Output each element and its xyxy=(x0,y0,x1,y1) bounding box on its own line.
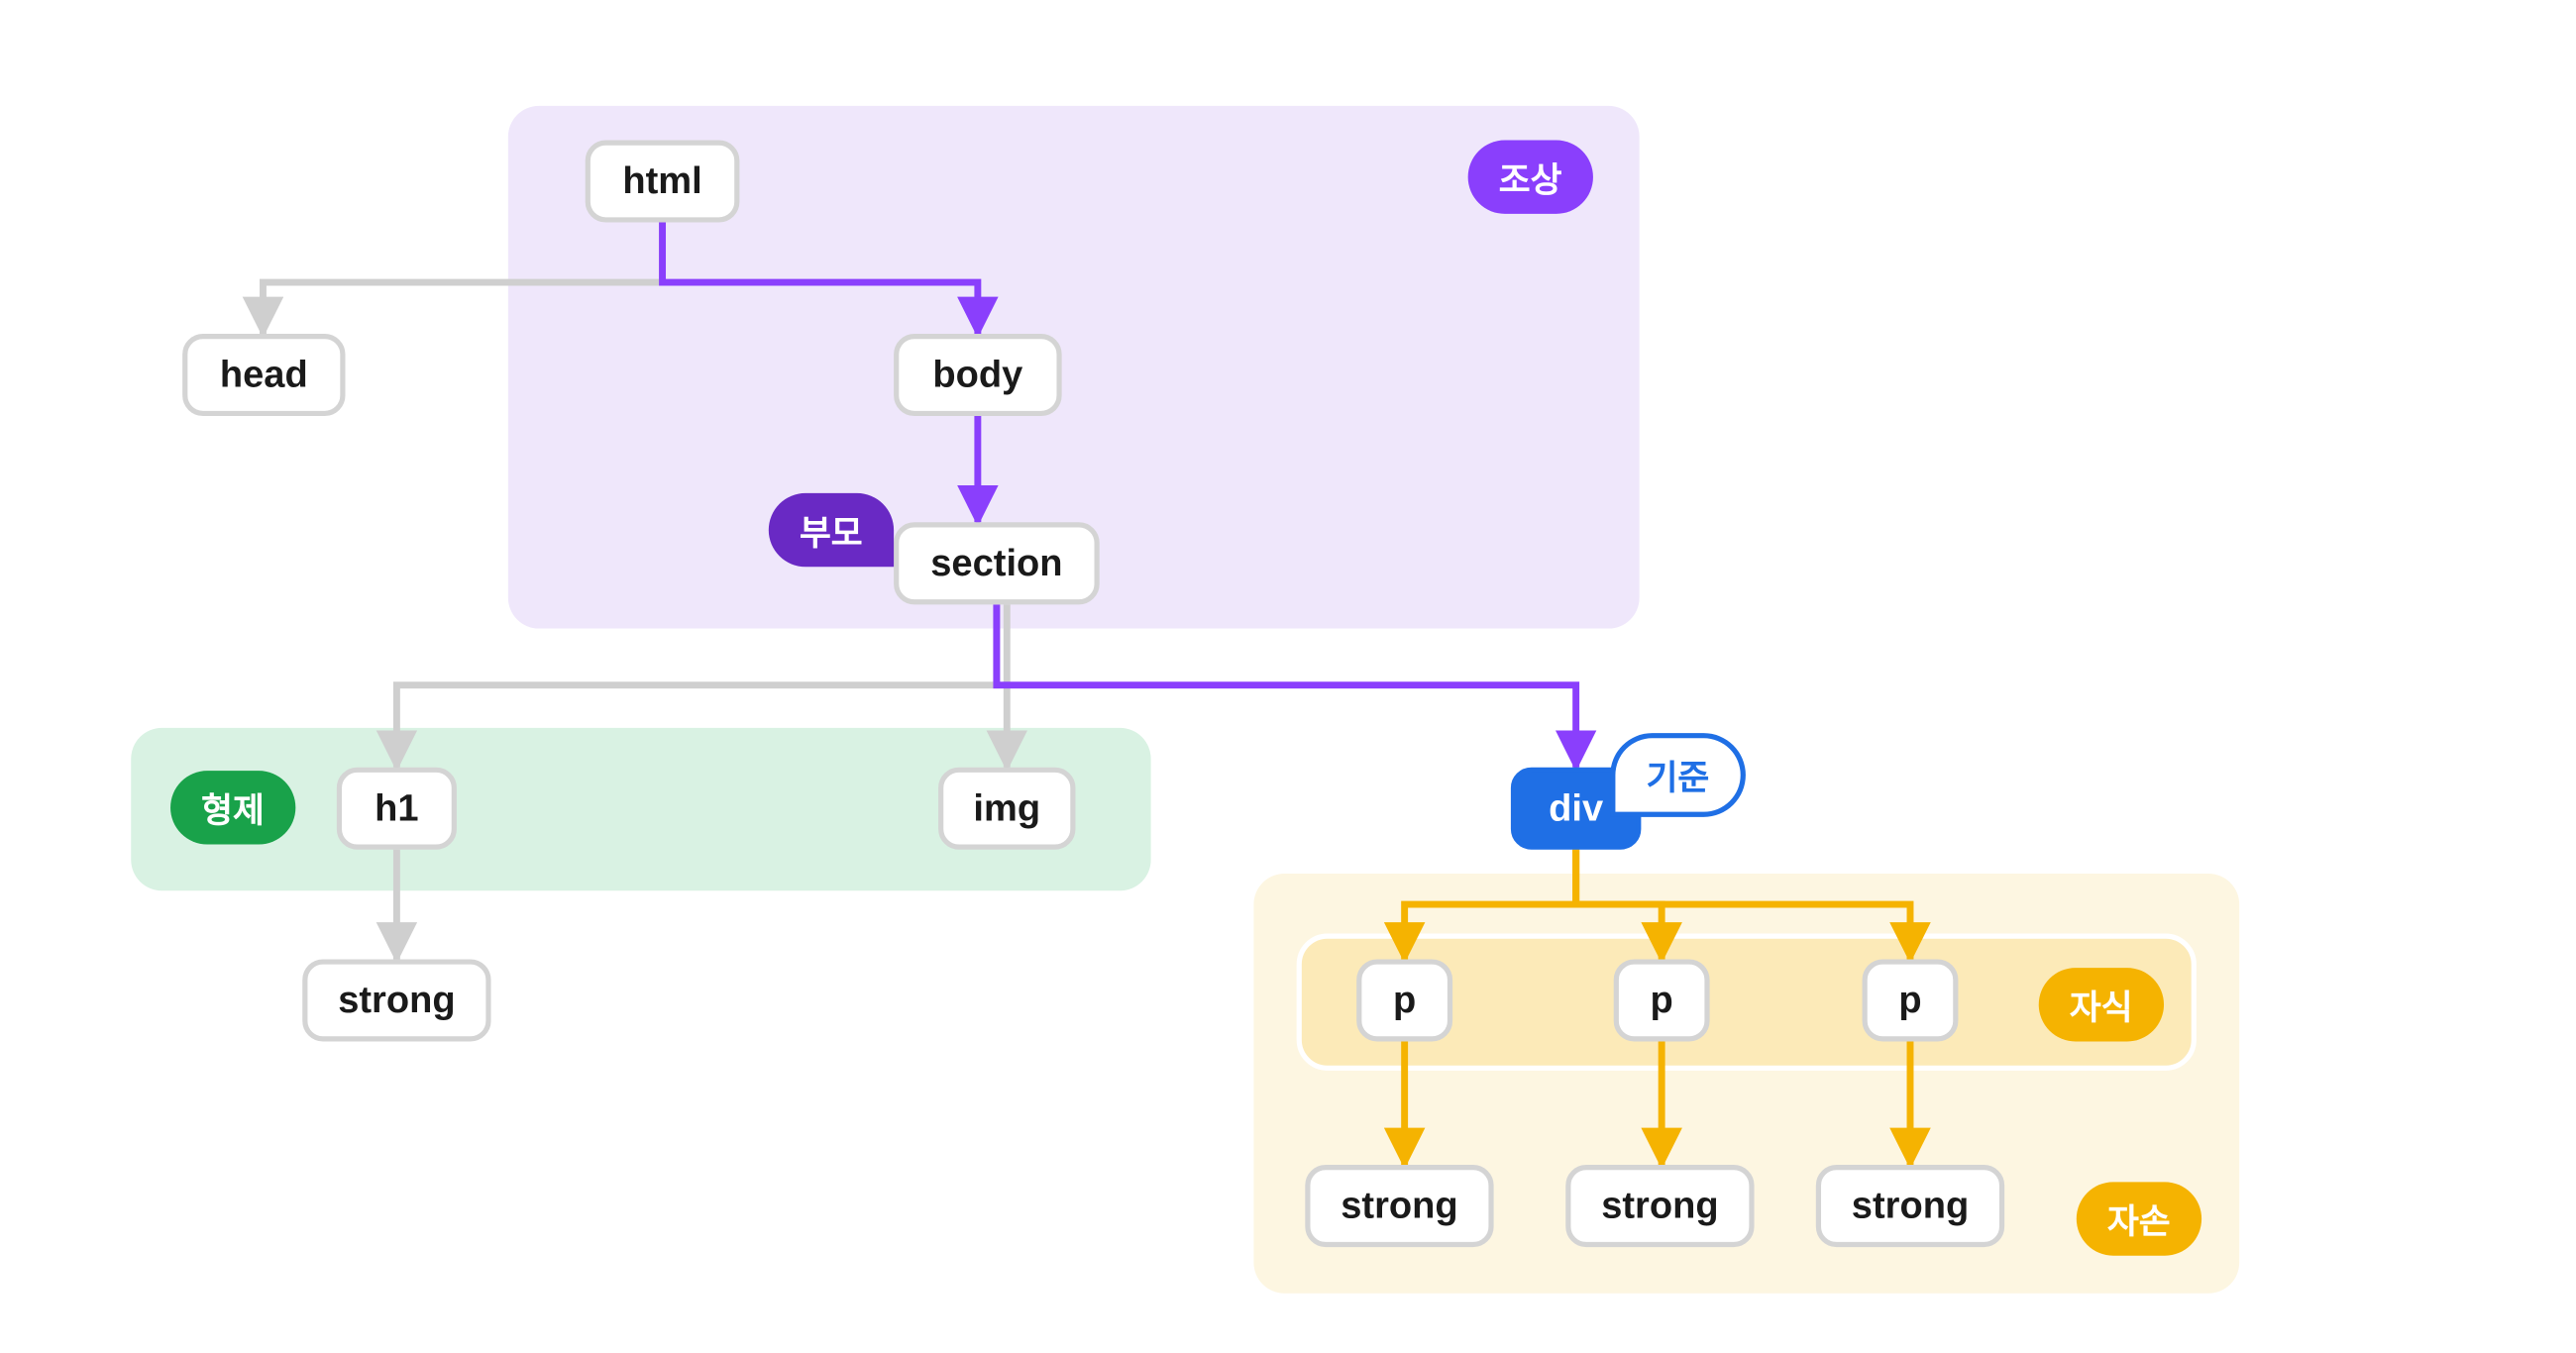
node-html: html xyxy=(586,141,740,223)
parent-badge: 부모 xyxy=(769,493,894,567)
badge-label: 조상 xyxy=(1499,162,1562,200)
reference-badge: 기준 xyxy=(1610,733,1745,817)
badge-label: 부모 xyxy=(800,515,863,553)
badge-label: 자손 xyxy=(2107,1204,2171,1242)
node-label: strong xyxy=(1341,1184,1457,1228)
badge-label: 기준 xyxy=(1647,761,1710,798)
ancestor-badge: 조상 xyxy=(1468,141,1593,214)
badge-label: 형제 xyxy=(201,793,265,831)
node-p-3: p xyxy=(1863,959,1959,1041)
node-label: head xyxy=(220,353,308,397)
node-label: img xyxy=(973,786,1040,831)
node-strong-1: strong xyxy=(1305,1165,1493,1247)
node-label: strong xyxy=(338,978,455,1022)
node-label: h1 xyxy=(375,786,418,831)
node-strong-2: strong xyxy=(1565,1165,1754,1247)
node-label: p xyxy=(1898,978,1921,1022)
diagram-canvas: html head body section h1 img div strong… xyxy=(3,0,2574,1353)
node-p-2: p xyxy=(1614,959,1710,1041)
node-label: html xyxy=(622,159,701,204)
node-label: strong xyxy=(1601,1184,1718,1228)
node-label: p xyxy=(1650,978,1672,1022)
node-label: p xyxy=(1393,978,1416,1022)
node-label: div xyxy=(1549,786,1603,831)
node-section: section xyxy=(894,522,1100,604)
node-label: strong xyxy=(1852,1184,1969,1228)
node-strong-3: strong xyxy=(1816,1165,2004,1247)
node-body: body xyxy=(894,334,1062,416)
node-img: img xyxy=(938,768,1075,850)
node-head: head xyxy=(182,334,345,416)
node-label: body xyxy=(932,353,1022,397)
node-label: section xyxy=(930,541,1062,585)
node-p-1: p xyxy=(1356,959,1452,1041)
child-badge: 자식 xyxy=(2039,968,2164,1041)
descendant-badge: 자손 xyxy=(2077,1182,2201,1255)
node-strong-0: strong xyxy=(302,959,490,1041)
sibling-badge: 형제 xyxy=(170,771,295,844)
node-h1: h1 xyxy=(337,768,457,850)
badge-label: 자식 xyxy=(2070,990,2133,1028)
